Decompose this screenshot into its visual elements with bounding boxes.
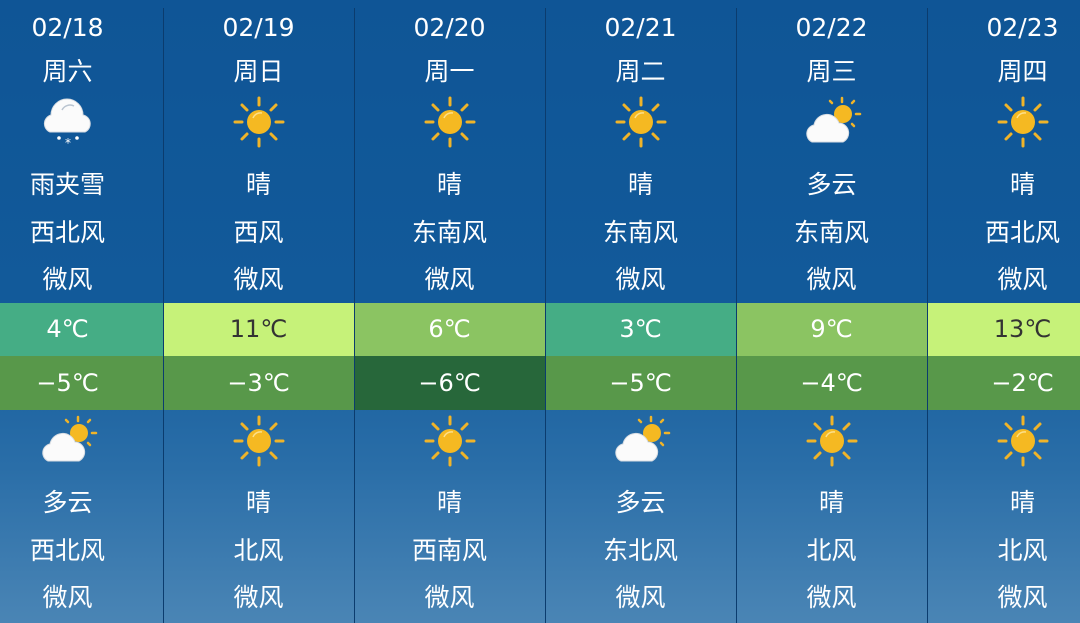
day-weather: 雨夹雪 — [29, 170, 105, 199]
date-label: 02/23 — [986, 13, 1059, 42]
sun-icon — [420, 94, 480, 150]
low-temperature: −6℃ — [354, 356, 545, 410]
night-wind-direction: 东北风 — [602, 536, 678, 565]
day-column: 02/19 周日 晴 西风 微风 11℃ −3℃ 晴 北风 微风 — [163, 0, 354, 623]
day-wind-level: 微风 — [615, 265, 666, 294]
partly-cloudy-icon — [611, 413, 671, 469]
night-wind-direction: 北风 — [997, 536, 1048, 565]
night-wind-level: 微风 — [615, 583, 666, 612]
day-weather: 晴 — [627, 170, 653, 199]
column-divider — [927, 8, 928, 623]
partly-cloudy-icon — [802, 94, 862, 150]
day-weather: 晴 — [245, 170, 271, 199]
night-wind-direction: 北风 — [806, 536, 857, 565]
night-wind-level: 微风 — [233, 583, 284, 612]
column-divider — [354, 8, 355, 623]
day-column: 02/22 周三 多云 东南风 微风 9℃ −4℃ 晴 北风 微风 — [736, 0, 927, 623]
day-column: 02/23 周四 晴 西北风 微风 13℃ −2℃ 晴 北风 微风 — [927, 0, 1080, 623]
column-divider — [736, 8, 737, 623]
date-label: 02/20 — [413, 13, 486, 42]
weekday-label: 周一 — [424, 57, 475, 86]
day-wind-direction: 西北风 — [29, 218, 105, 247]
night-weather: 晴 — [1009, 488, 1035, 517]
high-temperature: 11℃ — [163, 303, 354, 356]
night-wind-direction: 西北风 — [29, 536, 105, 565]
weekday-label: 周四 — [997, 57, 1048, 86]
night-weather: 多云 — [615, 488, 666, 517]
high-temperature: 6℃ — [354, 303, 545, 356]
day-column: 02/18 周六 * 雨夹雪 西北风 微风 4℃ −5℃ 多云 西北风 微风 — [0, 0, 163, 623]
high-temperature: 9℃ — [736, 303, 927, 356]
high-temperature: 4℃ — [0, 303, 163, 356]
day-weather: 多云 — [806, 170, 857, 199]
sun-icon — [802, 413, 862, 469]
low-temperature: −5℃ — [545, 356, 736, 410]
day-weather: 晴 — [436, 170, 462, 199]
day-wind-level: 微风 — [424, 265, 475, 294]
night-wind-direction: 西南风 — [411, 536, 487, 565]
day-wind-direction: 东南风 — [793, 218, 869, 247]
sun-icon — [229, 94, 289, 150]
high-temperature: 3℃ — [545, 303, 736, 356]
day-wind-level: 微风 — [42, 265, 93, 294]
day-column: 02/20 周一 晴 东南风 微风 6℃ −6℃ 晴 西南风 微风 — [354, 0, 545, 623]
day-weather: 晴 — [1009, 170, 1035, 199]
night-weather: 晴 — [818, 488, 844, 517]
day-wind-direction: 西北风 — [984, 218, 1060, 247]
date-label: 02/22 — [795, 13, 868, 42]
column-divider — [545, 8, 546, 623]
night-weather: 晴 — [245, 488, 271, 517]
sun-icon — [993, 413, 1053, 469]
night-wind-direction: 北风 — [233, 536, 284, 565]
low-temperature: −5℃ — [0, 356, 163, 410]
day-column: 02/21 周二 晴 东南风 微风 3℃ −5℃ 多云 东北风 微风 — [545, 0, 736, 623]
svg-text:*: * — [65, 136, 71, 150]
day-wind-direction: 西风 — [233, 218, 284, 247]
low-temperature: −4℃ — [736, 356, 927, 410]
sun-icon — [993, 94, 1053, 150]
date-label: 02/19 — [222, 13, 295, 42]
night-wind-level: 微风 — [806, 583, 857, 612]
night-wind-level: 微风 — [42, 583, 93, 612]
day-wind-direction: 东南风 — [411, 218, 487, 247]
night-wind-level: 微风 — [997, 583, 1048, 612]
night-wind-level: 微风 — [424, 583, 475, 612]
day-wind-level: 微风 — [806, 265, 857, 294]
weekday-label: 周六 — [42, 57, 93, 86]
weekday-label: 周二 — [615, 57, 666, 86]
day-wind-direction: 东南风 — [602, 218, 678, 247]
rain-snow-icon: * — [38, 94, 98, 150]
sun-icon — [229, 413, 289, 469]
weekday-label: 周日 — [233, 57, 284, 86]
date-label: 02/18 — [31, 13, 104, 42]
column-divider — [163, 8, 164, 623]
date-label: 02/21 — [604, 13, 677, 42]
low-temperature: −2℃ — [927, 356, 1080, 410]
sun-icon — [611, 94, 671, 150]
night-weather: 晴 — [436, 488, 462, 517]
day-wind-level: 微风 — [233, 265, 284, 294]
night-weather: 多云 — [42, 488, 93, 517]
sun-icon — [420, 413, 480, 469]
partly-cloudy-icon — [38, 413, 98, 469]
day-wind-level: 微风 — [997, 265, 1048, 294]
low-temperature: −3℃ — [163, 356, 354, 410]
high-temperature: 13℃ — [927, 303, 1080, 356]
weekday-label: 周三 — [806, 57, 857, 86]
